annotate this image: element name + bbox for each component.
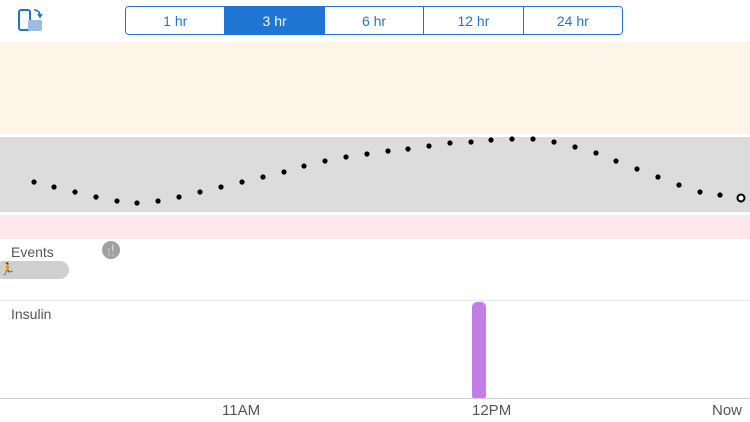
- insulin-bolus-bar[interactable]: [472, 302, 486, 398]
- range-1hr-button[interactable]: 1 hr: [126, 7, 226, 34]
- x-tick-12pm: 12PM: [472, 402, 512, 419]
- range-24hr-button[interactable]: 24 hr: [523, 7, 622, 34]
- exercise-event[interactable]: 🏃: [0, 261, 69, 279]
- x-tick-11am: 11AM: [222, 402, 261, 419]
- fork-knife-icon: 🍴: [104, 244, 118, 257]
- range-12hr-button[interactable]: 12 hr: [424, 7, 524, 34]
- meal-event[interactable]: 🍴: [102, 241, 120, 259]
- range-3hr-button[interactable]: 3 hr: [225, 7, 325, 34]
- range-6hr-button[interactable]: 6 hr: [324, 7, 425, 34]
- section-divider: [0, 300, 750, 301]
- x-tick-now: Now: [712, 402, 743, 419]
- time-range-selector: 1 hr 3 hr 6 hr 12 hr 24 hr: [125, 6, 623, 35]
- low-range-band: [0, 215, 750, 239]
- insulin-label: Insulin: [11, 306, 52, 322]
- axis-divider: [0, 398, 750, 399]
- running-icon: 🏃: [0, 262, 15, 276]
- high-range-band: [0, 42, 750, 134]
- rotate-device-button[interactable]: [14, 6, 48, 36]
- events-label: Events: [11, 244, 54, 260]
- target-range-band: [0, 137, 750, 212]
- rotate-device-icon: [18, 9, 43, 31]
